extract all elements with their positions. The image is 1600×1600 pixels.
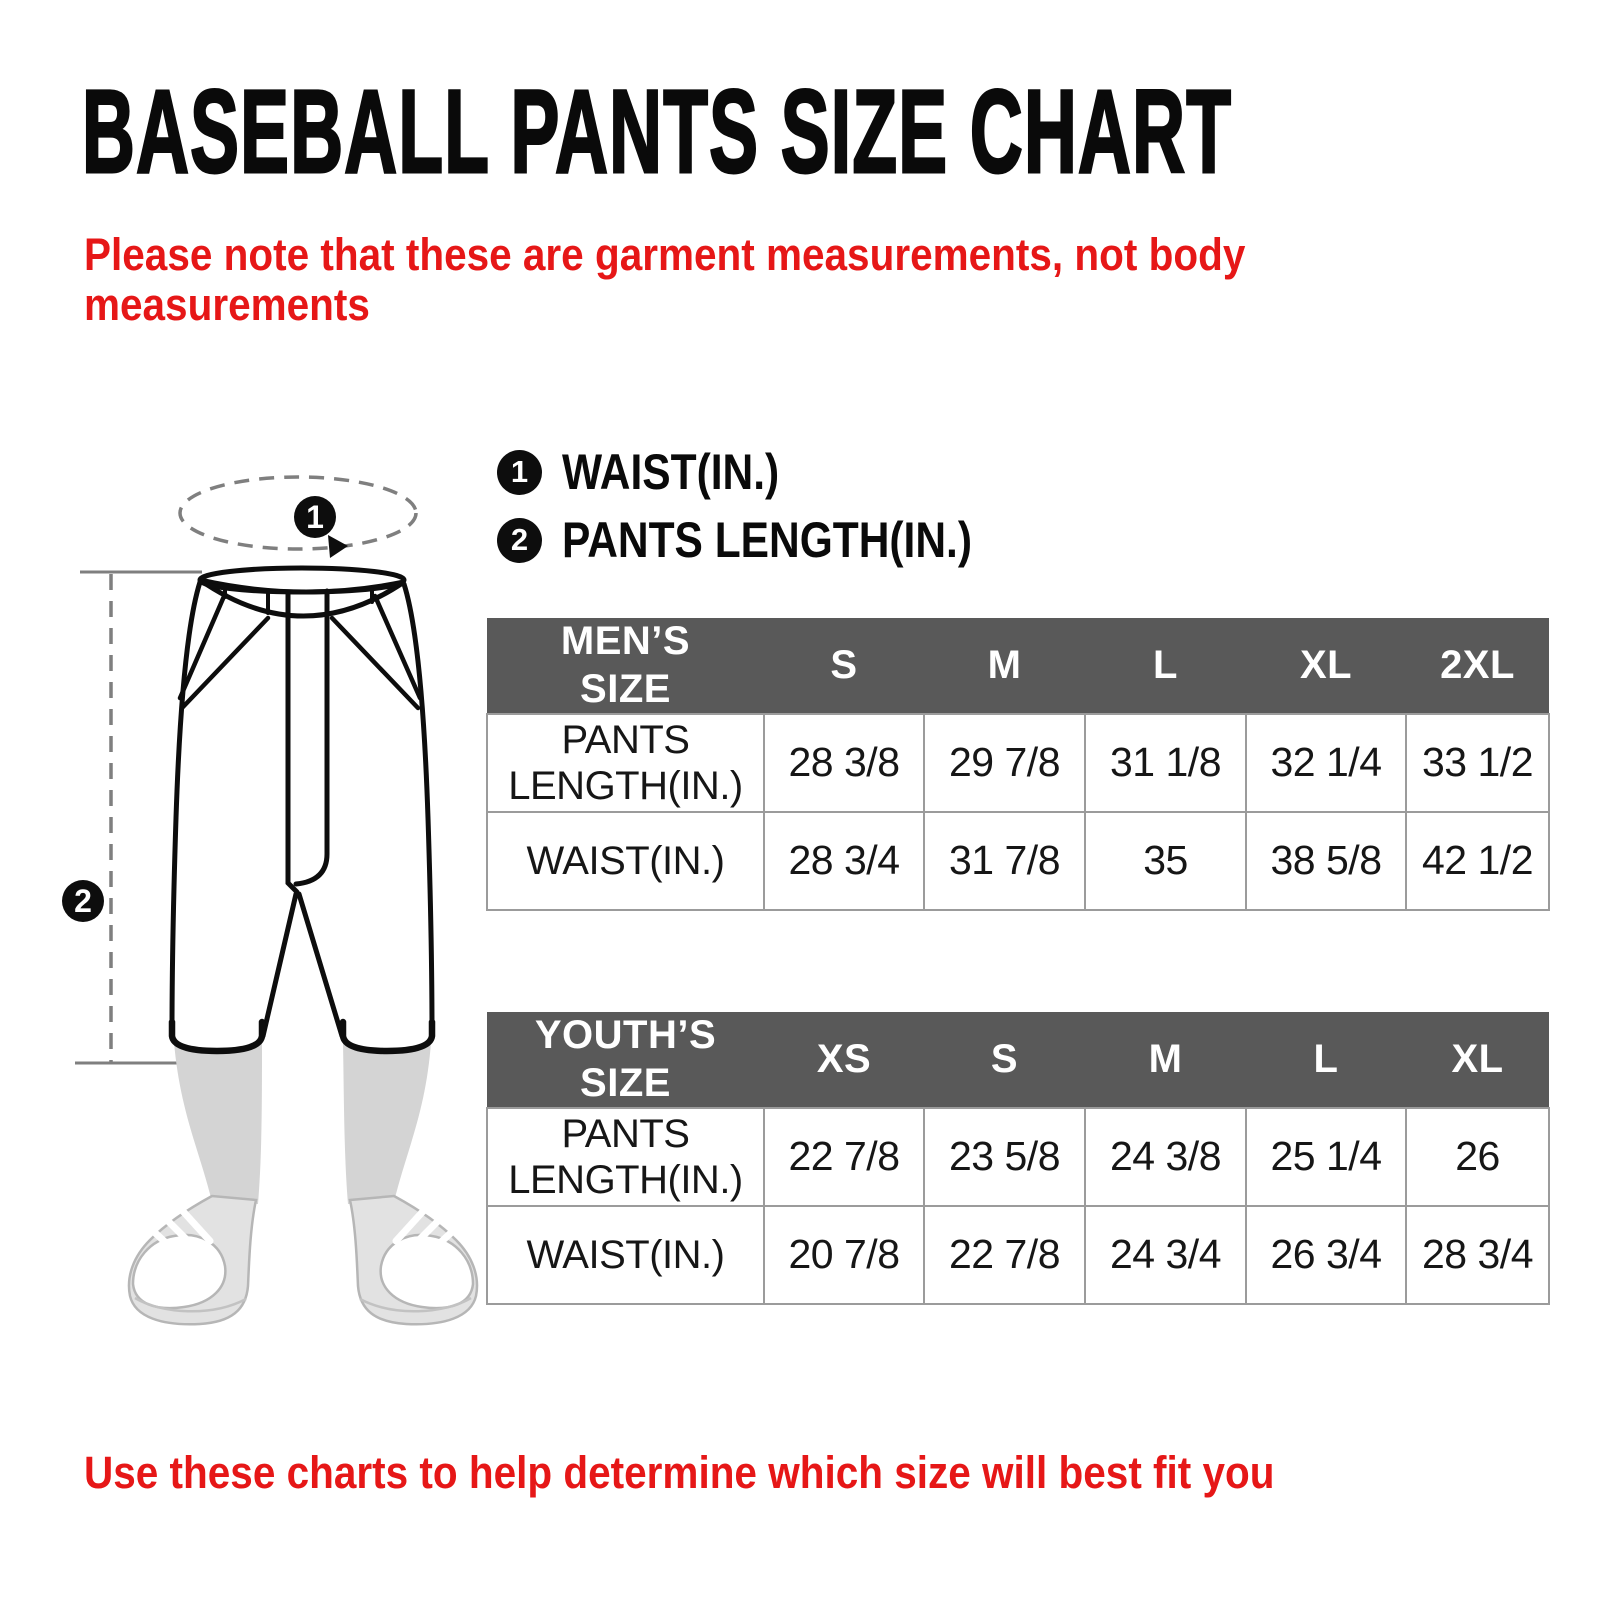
table-row: WAIST(IN.) 28 3/4 31 7/8 35 38 5/8 42 1/…: [486, 811, 1550, 911]
left-outer-seam: [169, 579, 203, 1035]
length-badge: 2: [62, 880, 104, 922]
waist-measure-arrow: [328, 535, 348, 558]
footer-note: Use these charts to help determine which…: [84, 1447, 1275, 1498]
mens-size-table: MEN’S SIZE S M L XL 2XL PANTS LENGTH(IN.…: [486, 618, 1550, 911]
table-row: WAIST(IN.) 20 7/8 22 7/8 24 3/4 26 3/4 2…: [486, 1205, 1550, 1305]
size-value-cell: 31 7/8: [923, 811, 1086, 911]
page-title: BASEBALL PANTS SIZE CHART: [81, 66, 1233, 199]
pants-diagram: 1 2: [62, 475, 479, 1326]
right-shoe: [348, 1194, 479, 1326]
size-value-cell: 31 1/8: [1084, 713, 1247, 813]
measurement-note: Please note that these are garment measu…: [84, 229, 1246, 331]
right-outer-seam: [401, 581, 435, 1035]
size-value-cell: 33 1/2: [1405, 713, 1550, 813]
legend-label-waist: WAIST(IN.): [562, 444, 780, 500]
legend-badge-2: 2: [497, 517, 542, 563]
size-column-header: XL: [1246, 618, 1406, 714]
mens-size-table-grid: MEN’S SIZE S M L XL 2XL PANTS LENGTH(IN.…: [486, 618, 1550, 911]
legend-badge-1: 1: [497, 449, 542, 495]
legend: 1 WAIST(IN.) 2 PANTS LENGTH(IN.): [497, 444, 1044, 568]
row-label: PANTS LENGTH(IN.): [486, 713, 765, 813]
youths-size-table: YOUTH’S SIZE XS S M L XL PANTS LENGTH(IN…: [486, 1012, 1550, 1305]
size-value-cell: 29 7/8: [923, 713, 1086, 813]
size-value-cell: 35: [1084, 811, 1247, 911]
row-label: WAIST(IN.): [486, 811, 765, 911]
size-value-cell: 22 7/8: [923, 1205, 1086, 1305]
size-column-header: S: [764, 618, 924, 714]
size-column-header: XS: [764, 1012, 924, 1108]
measurement-note-line1: Please note that these are garment measu…: [84, 229, 1246, 280]
size-value-cell: 24 3/8: [1084, 1107, 1247, 1207]
size-value-cell: 28 3/8: [763, 713, 925, 813]
table-row: PANTS LENGTH(IN.) 28 3/8 29 7/8 31 1/8 3…: [486, 713, 1550, 813]
waist-badge: 1: [294, 496, 336, 538]
size-value-cell: 25 1/4: [1245, 1107, 1407, 1207]
size-value-cell: 28 3/4: [1405, 1205, 1550, 1305]
left-sock: [174, 1042, 262, 1204]
size-value-cell: 38 5/8: [1245, 811, 1407, 911]
right-inseam: [296, 891, 345, 1039]
size-value-cell: 20 7/8: [763, 1205, 925, 1305]
legend-item-pants-length: 2 PANTS LENGTH(IN.): [497, 512, 1044, 568]
size-value-cell: 23 5/8: [923, 1107, 1086, 1207]
right-cuff: [339, 1018, 436, 1055]
measurement-note-line2: measurements: [84, 279, 370, 331]
size-column-header: 2XL: [1406, 618, 1549, 714]
left-cuff: [168, 1018, 266, 1055]
legend-item-waist: 1 WAIST(IN.): [497, 444, 1044, 500]
size-column-header: L: [1246, 1012, 1406, 1108]
size-value-cell: 26 3/4: [1245, 1205, 1407, 1305]
size-value-cell: 26: [1405, 1107, 1550, 1207]
pocket-lines: [177, 591, 423, 711]
waist-measure-ellipse: [178, 475, 418, 551]
size-value-cell: 32 1/4: [1245, 713, 1407, 813]
size-value-cell: 24 3/4: [1084, 1205, 1247, 1305]
youths-size-table-grid: YOUTH’S SIZE XS S M L XL PANTS LENGTH(IN…: [486, 1012, 1550, 1305]
size-value-cell: 42 1/2: [1405, 811, 1550, 911]
legend-label-pants-length: PANTS LENGTH(IN.): [562, 512, 973, 568]
size-value-cell: 22 7/8: [763, 1107, 925, 1207]
table-row: PANTS LENGTH(IN.) 22 7/8 23 5/8 24 3/8 2…: [486, 1107, 1550, 1207]
row-label: PANTS LENGTH(IN.): [486, 1107, 765, 1207]
table-header-row: MEN’S SIZE S M L XL 2XL: [487, 618, 1549, 714]
table-corner-label: MEN’S SIZE: [487, 618, 764, 714]
left-shoe: [127, 1194, 258, 1326]
size-column-header: M: [1085, 1012, 1246, 1108]
left-inseam: [260, 891, 299, 1039]
size-column-header: XL: [1406, 1012, 1549, 1108]
fly-edge: [293, 588, 330, 887]
table-corner-label: YOUTH’S SIZE: [487, 1012, 764, 1108]
size-column-header: L: [1085, 618, 1246, 714]
size-column-header: M: [924, 618, 1085, 714]
pants-body: [172, 566, 432, 1050]
svg-text:2: 2: [74, 883, 92, 919]
size-value-cell: 28 3/4: [763, 811, 925, 911]
svg-text:1: 1: [306, 499, 324, 535]
size-column-header: S: [924, 1012, 1085, 1108]
fly-seam: [285, 590, 300, 895]
table-header-row: YOUTH’S SIZE XS S M L XL: [487, 1012, 1549, 1108]
right-sock: [343, 1042, 431, 1204]
row-label: WAIST(IN.): [486, 1205, 765, 1305]
